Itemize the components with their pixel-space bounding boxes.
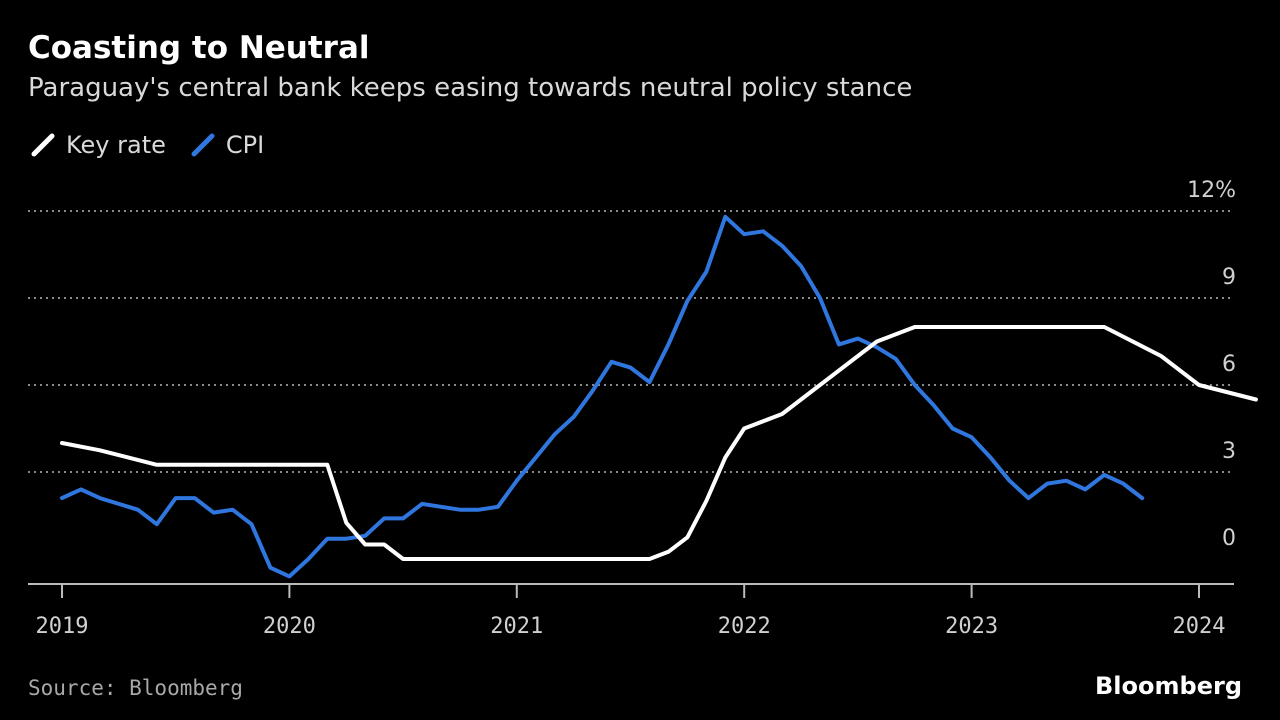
x-tick-label-2020: 2020 [263,614,316,639]
y-tick-label-12: 12% [1187,178,1236,203]
source-note: Source: Bloomberg [28,676,243,700]
x-tick-label-2024: 2024 [1173,614,1226,639]
legend-swatch-cpi [191,133,215,157]
legend-item-cpi: CPI [188,130,264,160]
chart-subtitle: Paraguay's central bank keeps easing tow… [28,73,913,103]
y-tick-label-3: 3 [1222,439,1236,464]
y-tick-label-6: 6 [1222,352,1236,377]
legend-label-key-rate: Key rate [66,131,166,159]
legend-swatch-key-rate [31,133,55,157]
legend: Key rate CPI [28,130,286,160]
bloomberg-logo: Bloomberg [1095,672,1242,700]
x-tick-label-2023: 2023 [945,614,998,639]
legend-label-cpi: CPI [225,131,265,159]
y-tick-label-0: 0 [1222,526,1236,551]
series-line-cpi [60,214,1145,579]
chart-title: Coasting to Neutral [28,30,370,66]
x-tick-label-2021: 2021 [490,614,543,639]
series-line-key-rate [60,325,1258,561]
x-tick-label-2019: 2019 [36,614,89,639]
legend-item-key-rate: Key rate [28,130,166,160]
x-tick-label-2022: 2022 [718,614,771,639]
y-tick-label-9: 9 [1222,265,1236,290]
